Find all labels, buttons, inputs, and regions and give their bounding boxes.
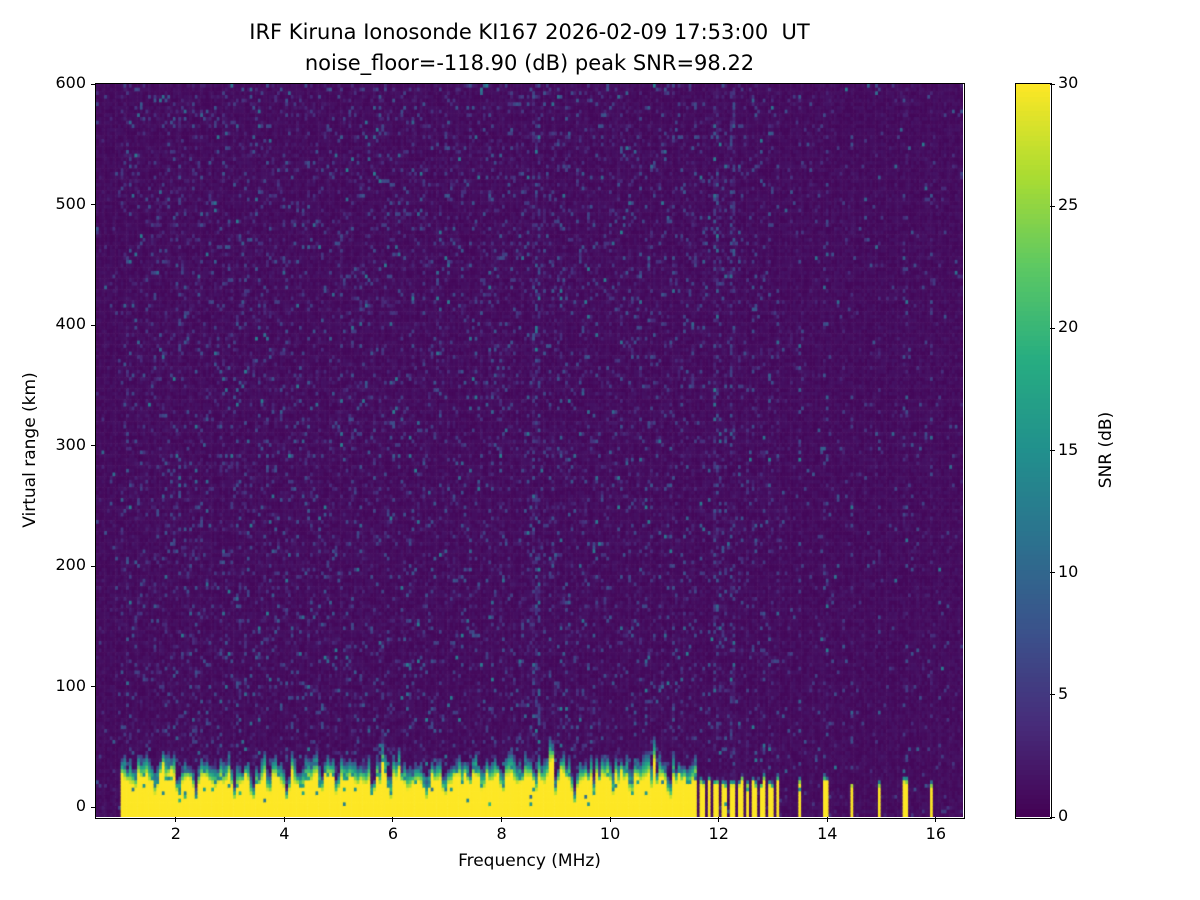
x-tick-mark [283,817,285,822]
y-tick-mark [91,686,96,688]
x-tick-label: 10 [599,824,621,843]
y-tick-label: 400 [55,314,86,334]
y-tick-label: 500 [55,193,86,213]
chart-title: IRF Kiruna Ionosonde KI167 2026-02-09 17… [96,17,963,79]
ionogram-heatmap-canvas [96,84,963,817]
x-tick-mark [718,817,720,822]
x-tick-mark [935,817,937,822]
chart-title-line1: IRF Kiruna Ionosonde KI167 2026-02-09 17… [249,20,810,44]
colorbar-tick-label: 25 [1058,195,1079,215]
colorbar-tick-label: 0 [1058,806,1069,825]
y-tick-mark [91,83,96,85]
colorbar-tick-mark [1050,572,1055,574]
colorbar-label: SNR (dB) [1096,411,1116,489]
y-tick-mark [91,445,96,447]
y-tick-label: 600 [55,73,86,92]
y-axis-label: Virtual range (km) [20,372,40,528]
colorbar-tick-label: 10 [1058,561,1079,581]
x-tick-label: 12 [708,824,729,843]
colorbar-tick-mark [1050,83,1055,85]
y-tick-mark [91,806,96,808]
x-tick-mark [826,817,828,822]
x-tick-label: 8 [496,824,507,843]
colorbar-tick-label: 5 [1058,683,1069,703]
y-tick-mark [91,204,96,206]
chart-title-line2: noise_floor=-118.90 (dB) peak SNR=98.22 [304,51,755,75]
colorbar-tick-label: 20 [1058,317,1079,337]
x-tick-label: 14 [817,824,838,843]
x-tick-mark [175,817,177,822]
colorbar-tick-label: 15 [1058,439,1079,459]
x-tick-label: 16 [925,824,947,843]
colorbar-tick-mark [1050,205,1055,207]
x-tick-label: 4 [279,824,290,843]
colorbar-tick-label: 30 [1058,73,1079,92]
colorbar-tick-mark [1050,694,1055,696]
x-tick-mark [392,817,394,822]
y-tick-label: 100 [55,675,86,695]
x-axis-label: Frequency (MHz) [458,851,601,871]
y-tick-label: 0 [75,796,86,816]
colorbar-tick-mark [1050,450,1055,451]
y-tick-mark [91,324,96,326]
y-tick-label: 300 [55,434,86,454]
colorbar-tick-mark [1050,327,1055,329]
x-tick-mark [609,817,611,822]
x-tick-label: 2 [170,824,181,843]
x-tick-mark [501,817,503,822]
y-tick-mark [91,565,96,567]
y-tick-label: 200 [55,555,86,575]
colorbar-tick-mark [1050,816,1055,818]
x-tick-label: 6 [387,824,399,843]
colorbar-canvas [1016,84,1050,817]
